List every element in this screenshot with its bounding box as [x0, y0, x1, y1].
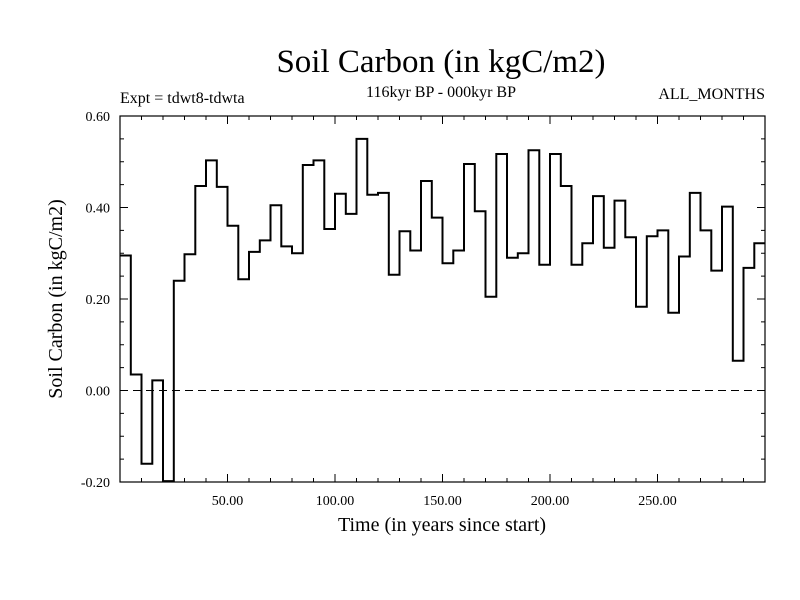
y-tick-label: 0.00: [86, 385, 111, 400]
y-tick-label: 0.40: [86, 202, 111, 217]
y-axis-label: Soil Carbon (in kgC/m2): [45, 199, 67, 398]
y-tick-label: 0.20: [86, 293, 111, 308]
x-tick-label: 150.00: [423, 494, 462, 509]
chart-subtitle: 116kyr BP - 000kyr BP: [366, 84, 516, 101]
y-tick-label: -0.20: [81, 476, 110, 491]
chart-title: Soil Carbon (in kgC/m2): [276, 44, 605, 80]
months-label: ALL_MONTHS: [658, 86, 765, 103]
x-tick-label: 50.00: [212, 494, 244, 509]
series-line: [120, 137, 765, 483]
x-tick-label: 250.00: [638, 494, 677, 509]
y-tick-label: 0.60: [86, 110, 111, 125]
x-axis-label: Time (in years since start): [338, 514, 546, 536]
axis-ticks: 50.00 100.00 150.00 200.00 250.00 -0.20 0.00 0.…: [81, 110, 765, 509]
x-tick-label: 100.00: [316, 494, 355, 509]
experiment-label: Expt = tdwt8-tdwta: [120, 90, 245, 107]
x-tick-label: 200.00: [531, 494, 570, 509]
